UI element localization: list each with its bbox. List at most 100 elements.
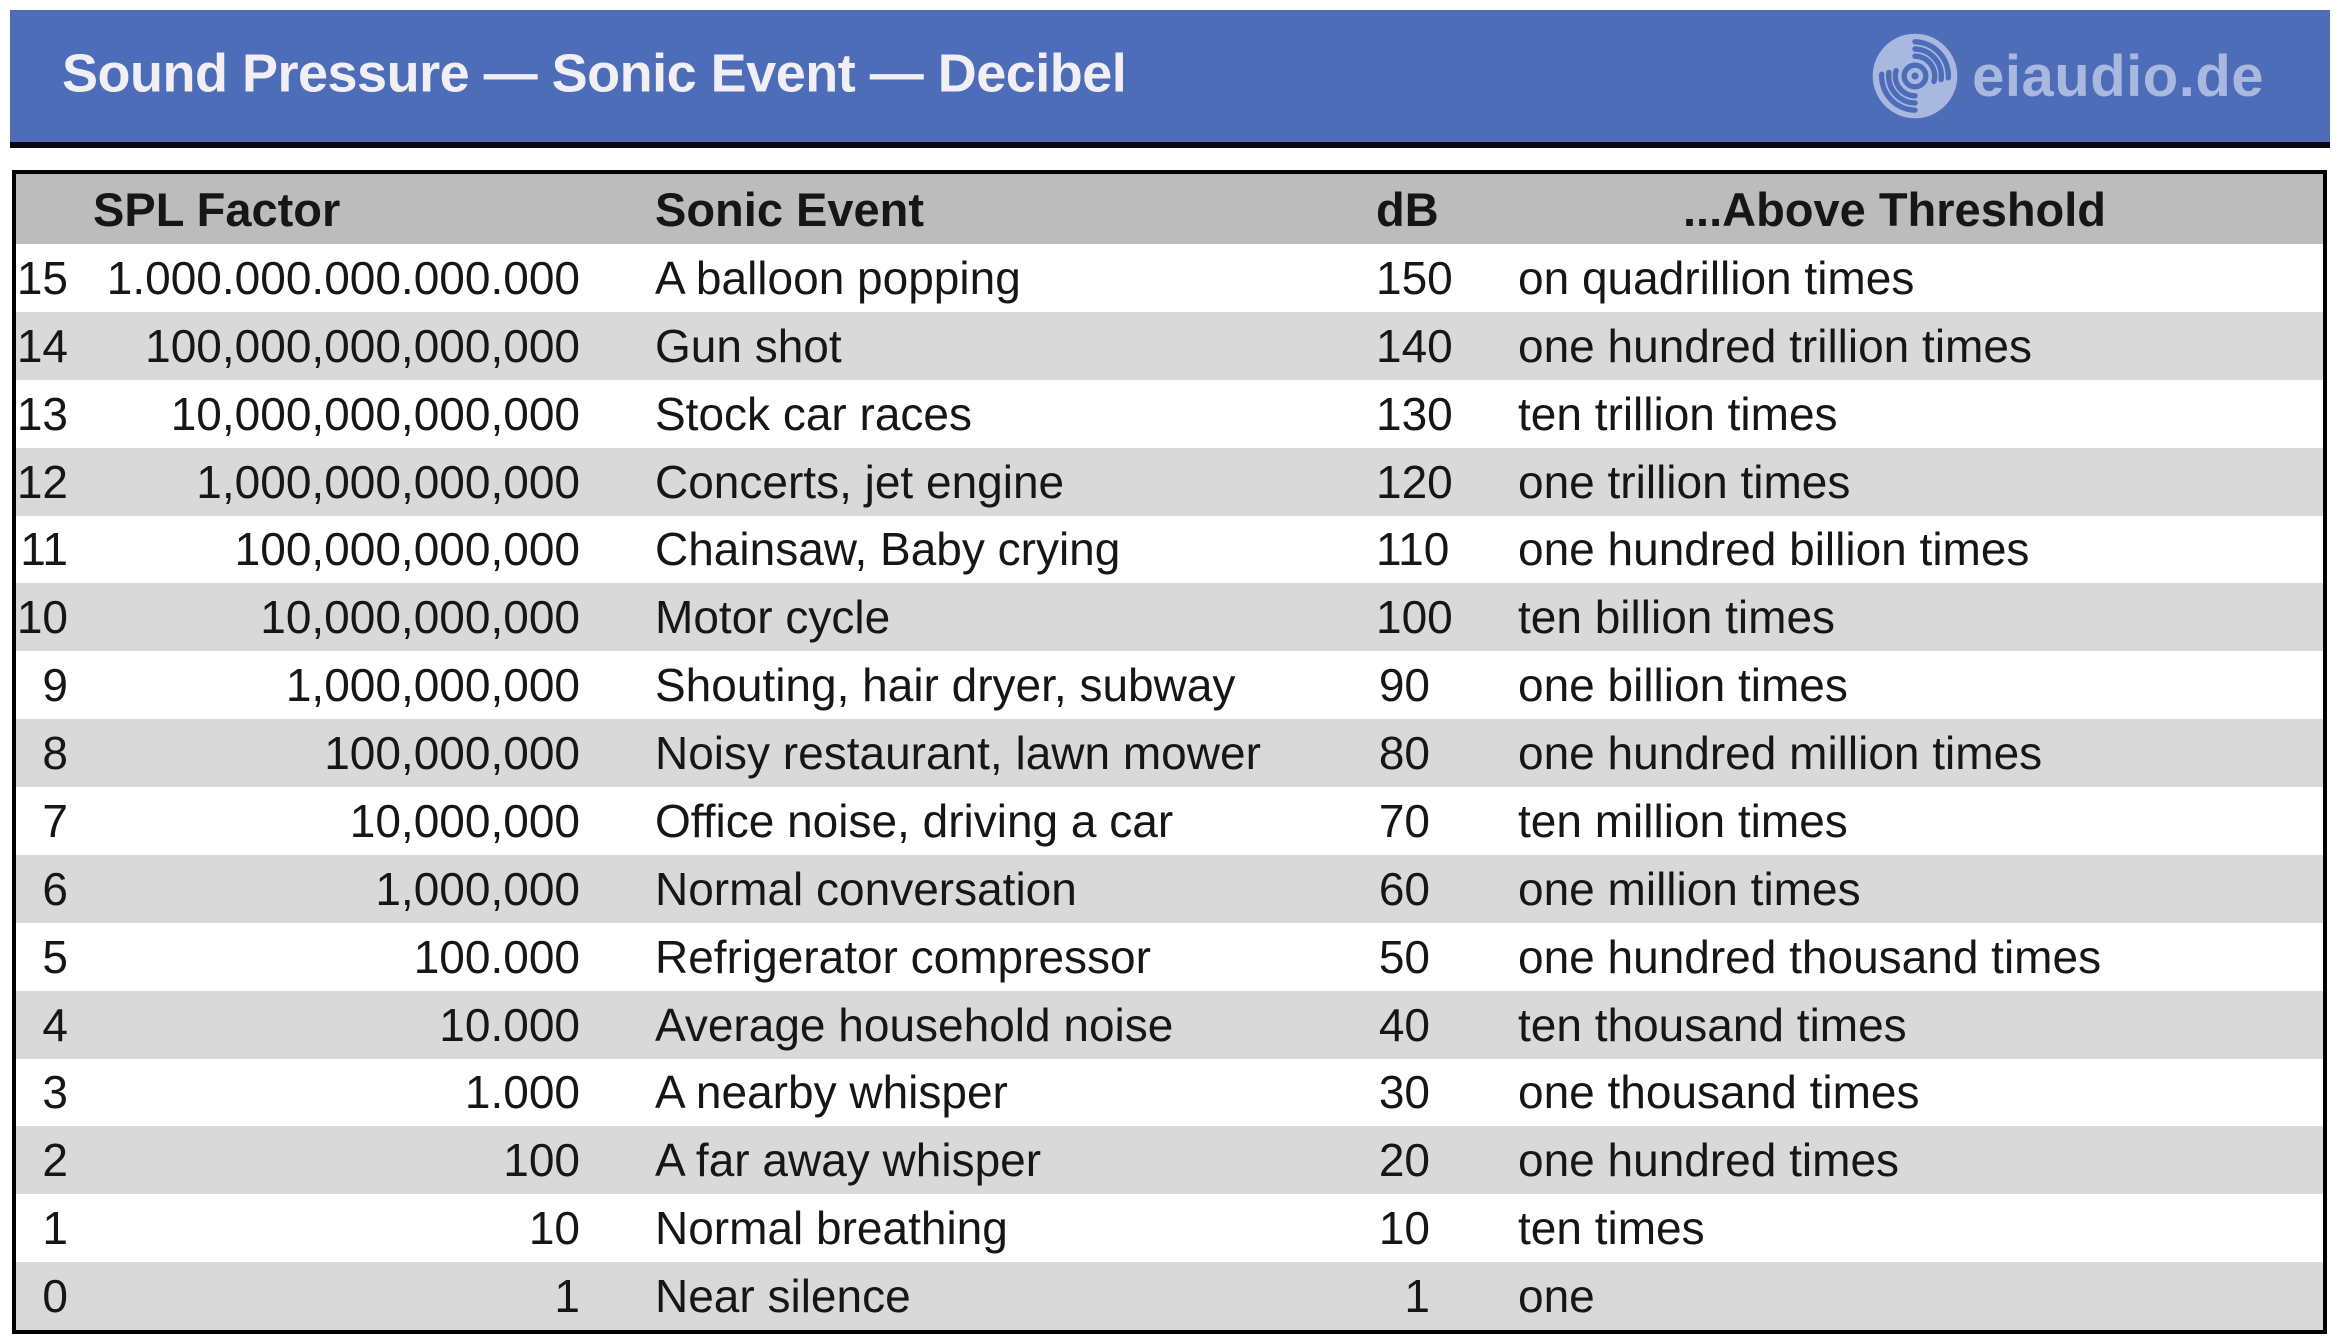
above-threshold: ten times [1518,1202,1705,1255]
sonic-event: Near silence [655,1270,911,1323]
db-value: 130 [1376,387,1453,440]
db-value: 20 [1378,1134,1430,1187]
spl-factor: 100.000 [413,930,580,983]
db-value: 30 [1378,1066,1430,1119]
db-value: 50 [1378,930,1430,983]
table-row: 6 1,000,000 Normal conversation 60 one m… [16,854,2323,923]
spl-exponent: 14 [16,319,68,372]
col-header-above-threshold: ...Above Threshold [1682,182,2107,236]
above-threshold: one hundred times [1518,1134,1900,1187]
banner: Sound Pressure — Sonic Event — Decibel [10,10,2330,148]
col-header-db: dB [1376,182,1439,236]
logo-wordmark: eiaudio.de [1972,43,2264,109]
table-row: 10 10,000,000,000 Motor cycle 100 ten bi… [16,583,2323,652]
sonic-event: A far away whisper [655,1134,1042,1187]
table-row: 9 1,000,000,000 Shouting, hair dryer, su… [16,651,2323,720]
spl-exponent: 13 [16,387,68,440]
spl-factor: 10,000,000,000,000 [170,387,580,440]
sonic-event: Concerts, jet engine [655,455,1065,508]
above-threshold: on quadrillion times [1518,251,1915,304]
spl-factor: 100,000,000 [324,727,580,780]
spl-exponent: 6 [42,862,68,915]
spl-factor: 10,000,000 [349,794,580,847]
spl-exponent: 5 [42,930,68,983]
db-value: 60 [1378,862,1430,915]
table-row: 0 1 Near silence 1 one [16,1262,2323,1330]
table-body: 15 1.000.000.000.000.000 A balloon poppi… [16,244,2323,1330]
spl-factor: 10,000,000,000 [260,591,580,644]
sonic-event: A balloon popping [655,251,1021,304]
page-title: Sound Pressure — Sonic Event — Decibel [62,43,1127,104]
above-threshold: ten billion times [1518,591,1836,644]
sonic-event: Normal conversation [655,862,1077,915]
above-threshold: one billion times [1518,659,1848,712]
above-threshold: one hundred million times [1518,727,2043,780]
db-value: 90 [1378,659,1430,712]
spl-exponent: 4 [42,998,68,1051]
table-row: 4 10.000 Average household noise 40 ten … [16,990,2323,1059]
spl-exponent: 15 [16,251,68,304]
spl-exponent: 9 [42,659,68,712]
eiaudio-logo: eiaudio.de [1870,31,2264,121]
table-row: 5 100.000 Refrigerator compressor 50 one… [16,922,2323,991]
table-row: 13 10,000,000,000,000 Stock car races 13… [16,379,2323,448]
above-threshold: one hundred billion times [1518,523,2030,576]
db-value: 150 [1376,251,1453,304]
above-threshold: ten million times [1518,794,1848,847]
sonic-event: Noisy restaurant, lawn mower [655,727,1261,780]
spl-factor: 1.000.000.000.000.000 [106,251,580,304]
db-value: 100 [1376,591,1453,644]
db-value: 80 [1378,727,1430,780]
sonic-event: Motor cycle [655,591,891,644]
sonic-event: Shouting, hair dryer, subway [655,659,1236,712]
decibel-table: SPL Factor Sonic Event dB ...Above Thres… [12,170,2327,1334]
sonic-event: Gun shot [655,319,842,372]
spl-factor: 10.000 [439,998,580,1051]
spl-exponent: 7 [42,794,68,847]
table-row: 1 10 Normal breathing 10 ten times [16,1194,2323,1263]
spl-exponent: 8 [42,727,68,780]
spl-factor: 100 [503,1134,580,1187]
db-value: 110 [1376,523,1450,576]
spl-exponent: 12 [16,455,68,508]
db-value: 140 [1376,319,1453,372]
spl-exponent: 1 [42,1202,68,1255]
table-row: 15 1.000.000.000.000.000 A balloon poppi… [16,244,2323,312]
sonic-event: Stock car races [655,387,972,440]
db-value: 40 [1378,998,1430,1051]
spl-exponent: 0 [42,1270,68,1323]
above-threshold: ten trillion times [1518,387,1838,440]
sonic-event: Office noise, driving a car [655,794,1174,847]
above-threshold: ten thousand times [1518,998,1907,1051]
above-threshold: one [1518,1270,1595,1323]
sonic-event: Chainsaw, Baby crying [655,523,1121,576]
table-header-row: SPL Factor Sonic Event dB ...Above Thres… [16,174,2323,244]
above-threshold: one million times [1518,862,1861,915]
col-header-spl-factor: SPL Factor [93,182,341,236]
db-value: 70 [1378,794,1430,847]
sonic-event: Normal breathing [655,1202,1008,1255]
spl-exponent: 3 [42,1066,68,1119]
spl-factor: 1.000 [464,1066,580,1119]
sonic-event: Refrigerator compressor [655,930,1151,983]
sonic-event: Average household noise [655,998,1174,1051]
col-header-sonic-event: Sonic Event [655,182,925,236]
spl-exponent: 11 [20,523,68,576]
table-row: 3 1.000 A nearby whisper 30 one thousand… [16,1058,2323,1127]
db-value: 10 [1378,1202,1430,1255]
vinyl-record-icon [1870,31,1960,121]
table-row: 14 100,000,000,000,000 Gun shot 140 one … [16,311,2323,380]
table-row: 7 10,000,000 Office noise, driving a car… [16,787,2323,855]
spl-exponent: 10 [16,591,68,644]
spl-factor: 1 [554,1270,580,1323]
spl-exponent: 2 [42,1134,68,1187]
above-threshold: one thousand times [1518,1066,1920,1119]
spl-factor: 1,000,000,000,000 [196,455,580,508]
table-row: 11 100,000,000,000 Chainsaw, Baby crying… [16,515,2323,584]
table-row: 2 100 A far away whisper 20 one hundred … [16,1126,2323,1195]
table-row: 8 100,000,000 Noisy restaurant, lawn mow… [16,719,2323,787]
spl-factor: 100,000,000,000,000 [145,319,580,372]
spl-factor: 1,000,000,000 [285,659,580,712]
above-threshold: one hundred trillion times [1518,319,2032,372]
spl-factor: 100,000,000,000 [234,523,580,576]
